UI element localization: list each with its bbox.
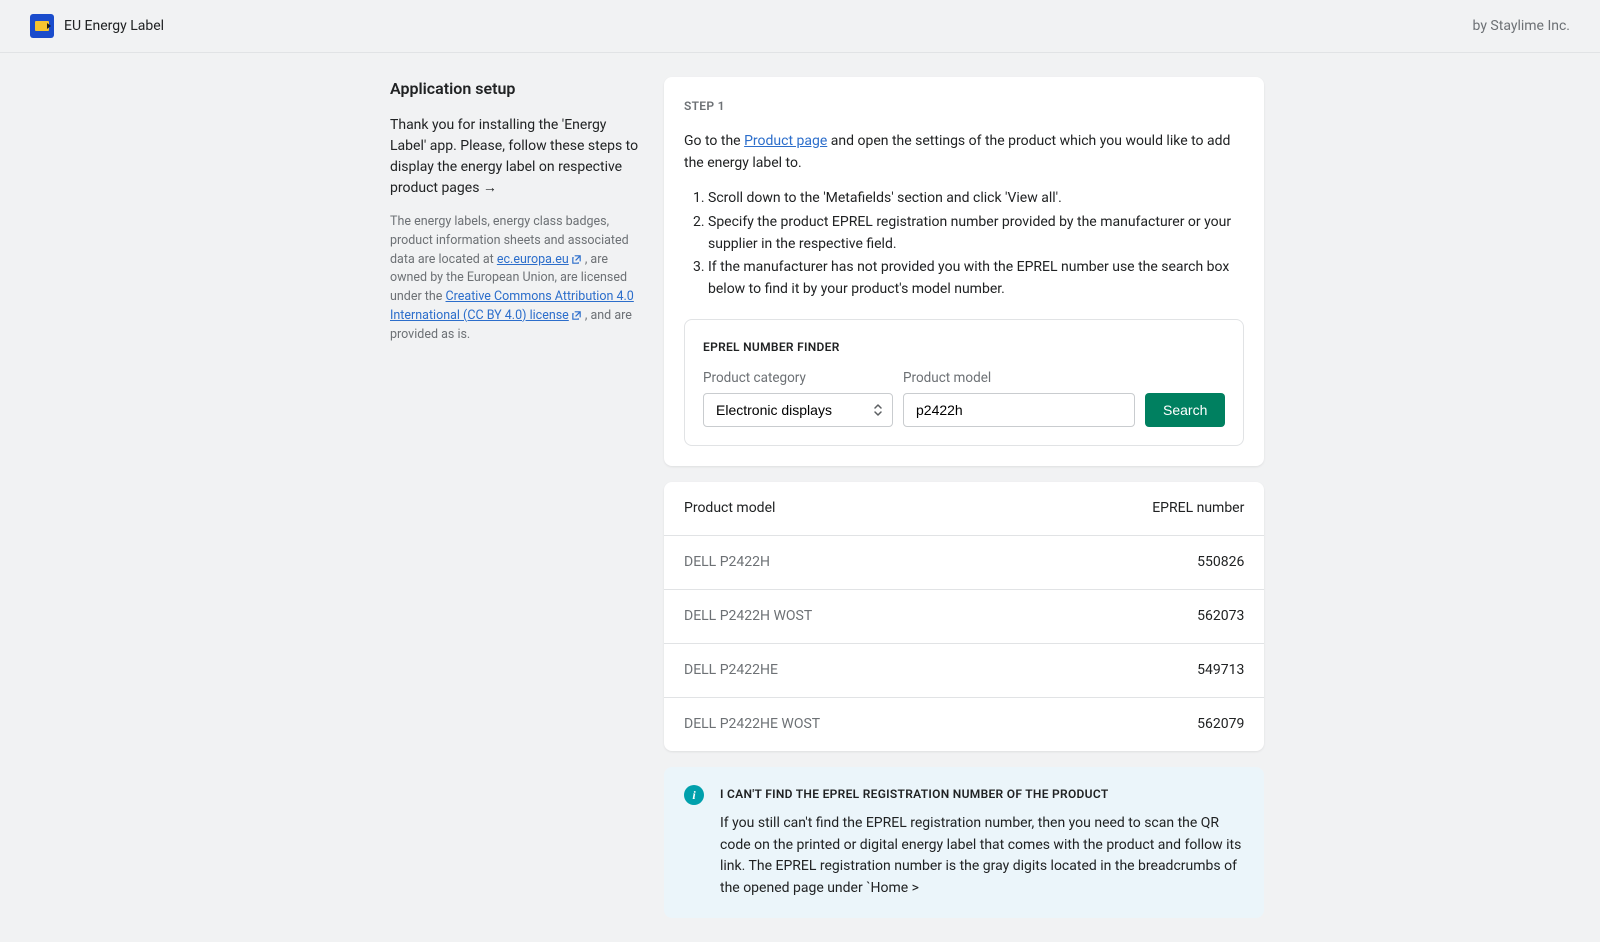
page-title: Application setup xyxy=(390,77,640,101)
info-banner: i I CAN'T FIND THE EPREL REGISTRATION NU… xyxy=(664,767,1264,918)
sidebar: Application setup Thank you for installi… xyxy=(390,77,640,918)
table-row[interactable]: DELL P2422HE WOST 562079 xyxy=(664,697,1264,751)
model-input[interactable] xyxy=(903,393,1135,427)
result-number: 550826 xyxy=(1197,552,1244,573)
vendor-label: by Staylime Inc. xyxy=(1473,16,1570,37)
col-model: Product model xyxy=(684,498,775,519)
table-row[interactable]: DELL P2422HE 549713 xyxy=(664,643,1264,697)
step-item: If the manufacturer has not provided you… xyxy=(708,257,1244,300)
table-row[interactable]: DELL P2422H 550826 xyxy=(664,535,1264,589)
info-text: If you still can't find the EPREL regist… xyxy=(720,813,1244,900)
results-card: Product model EPREL number DELL P2422H 5… xyxy=(664,482,1264,751)
app-title: EU Energy Label xyxy=(64,16,164,37)
result-number: 549713 xyxy=(1197,660,1244,681)
category-label: Product category xyxy=(703,368,893,388)
link-product-page[interactable]: Product page xyxy=(744,133,827,149)
result-model: DELL P2422HE xyxy=(684,660,778,681)
external-link-icon xyxy=(571,254,582,265)
category-select[interactable]: Electronic displays xyxy=(703,393,893,427)
link-ec-europa[interactable]: ec.europa.eu xyxy=(497,252,582,267)
app-header: EU Energy Label by Staylime Inc. xyxy=(0,0,1600,53)
step-list: Scroll down to the 'Metafields' section … xyxy=(684,188,1244,300)
eprel-finder: EPREL NUMBER FINDER Product category Ele… xyxy=(684,319,1244,446)
external-link-icon xyxy=(571,310,582,321)
table-row[interactable]: DELL P2422H WOST 562073 xyxy=(664,589,1264,643)
model-field: Product model xyxy=(903,368,1135,427)
results-header: Product model EPREL number xyxy=(664,482,1264,535)
app-icon xyxy=(30,14,54,38)
result-number: 562073 xyxy=(1197,606,1244,627)
info-icon: i xyxy=(684,785,704,805)
finder-title: EPREL NUMBER FINDER xyxy=(703,338,1225,356)
result-model: DELL P2422H WOST xyxy=(684,606,812,627)
main-content: STEP 1 Go to the Product page and open t… xyxy=(664,77,1264,918)
sidebar-description: Thank you for installing the 'Energy Lab… xyxy=(390,115,640,199)
step-label: STEP 1 xyxy=(684,97,1244,115)
col-number: EPREL number xyxy=(1152,498,1244,519)
step-item: Specify the product EPREL registration n… xyxy=(708,212,1244,255)
step-intro: Go to the Product page and open the sett… xyxy=(684,131,1244,174)
info-title: I CAN'T FIND THE EPREL REGISTRATION NUMB… xyxy=(720,785,1244,803)
header-left: EU Energy Label xyxy=(30,14,164,38)
result-model: DELL P2422H xyxy=(684,552,770,573)
category-field: Product category Electronic displays xyxy=(703,368,893,427)
search-button[interactable]: Search xyxy=(1145,393,1225,427)
sidebar-note: The energy labels, energy class badges, … xyxy=(390,213,640,344)
step-card: STEP 1 Go to the Product page and open t… xyxy=(664,77,1264,466)
step-item: Scroll down to the 'Metafields' section … xyxy=(708,188,1244,210)
result-number: 562079 xyxy=(1197,714,1244,735)
model-label: Product model xyxy=(903,368,1135,388)
result-model: DELL P2422HE WOST xyxy=(684,714,820,735)
